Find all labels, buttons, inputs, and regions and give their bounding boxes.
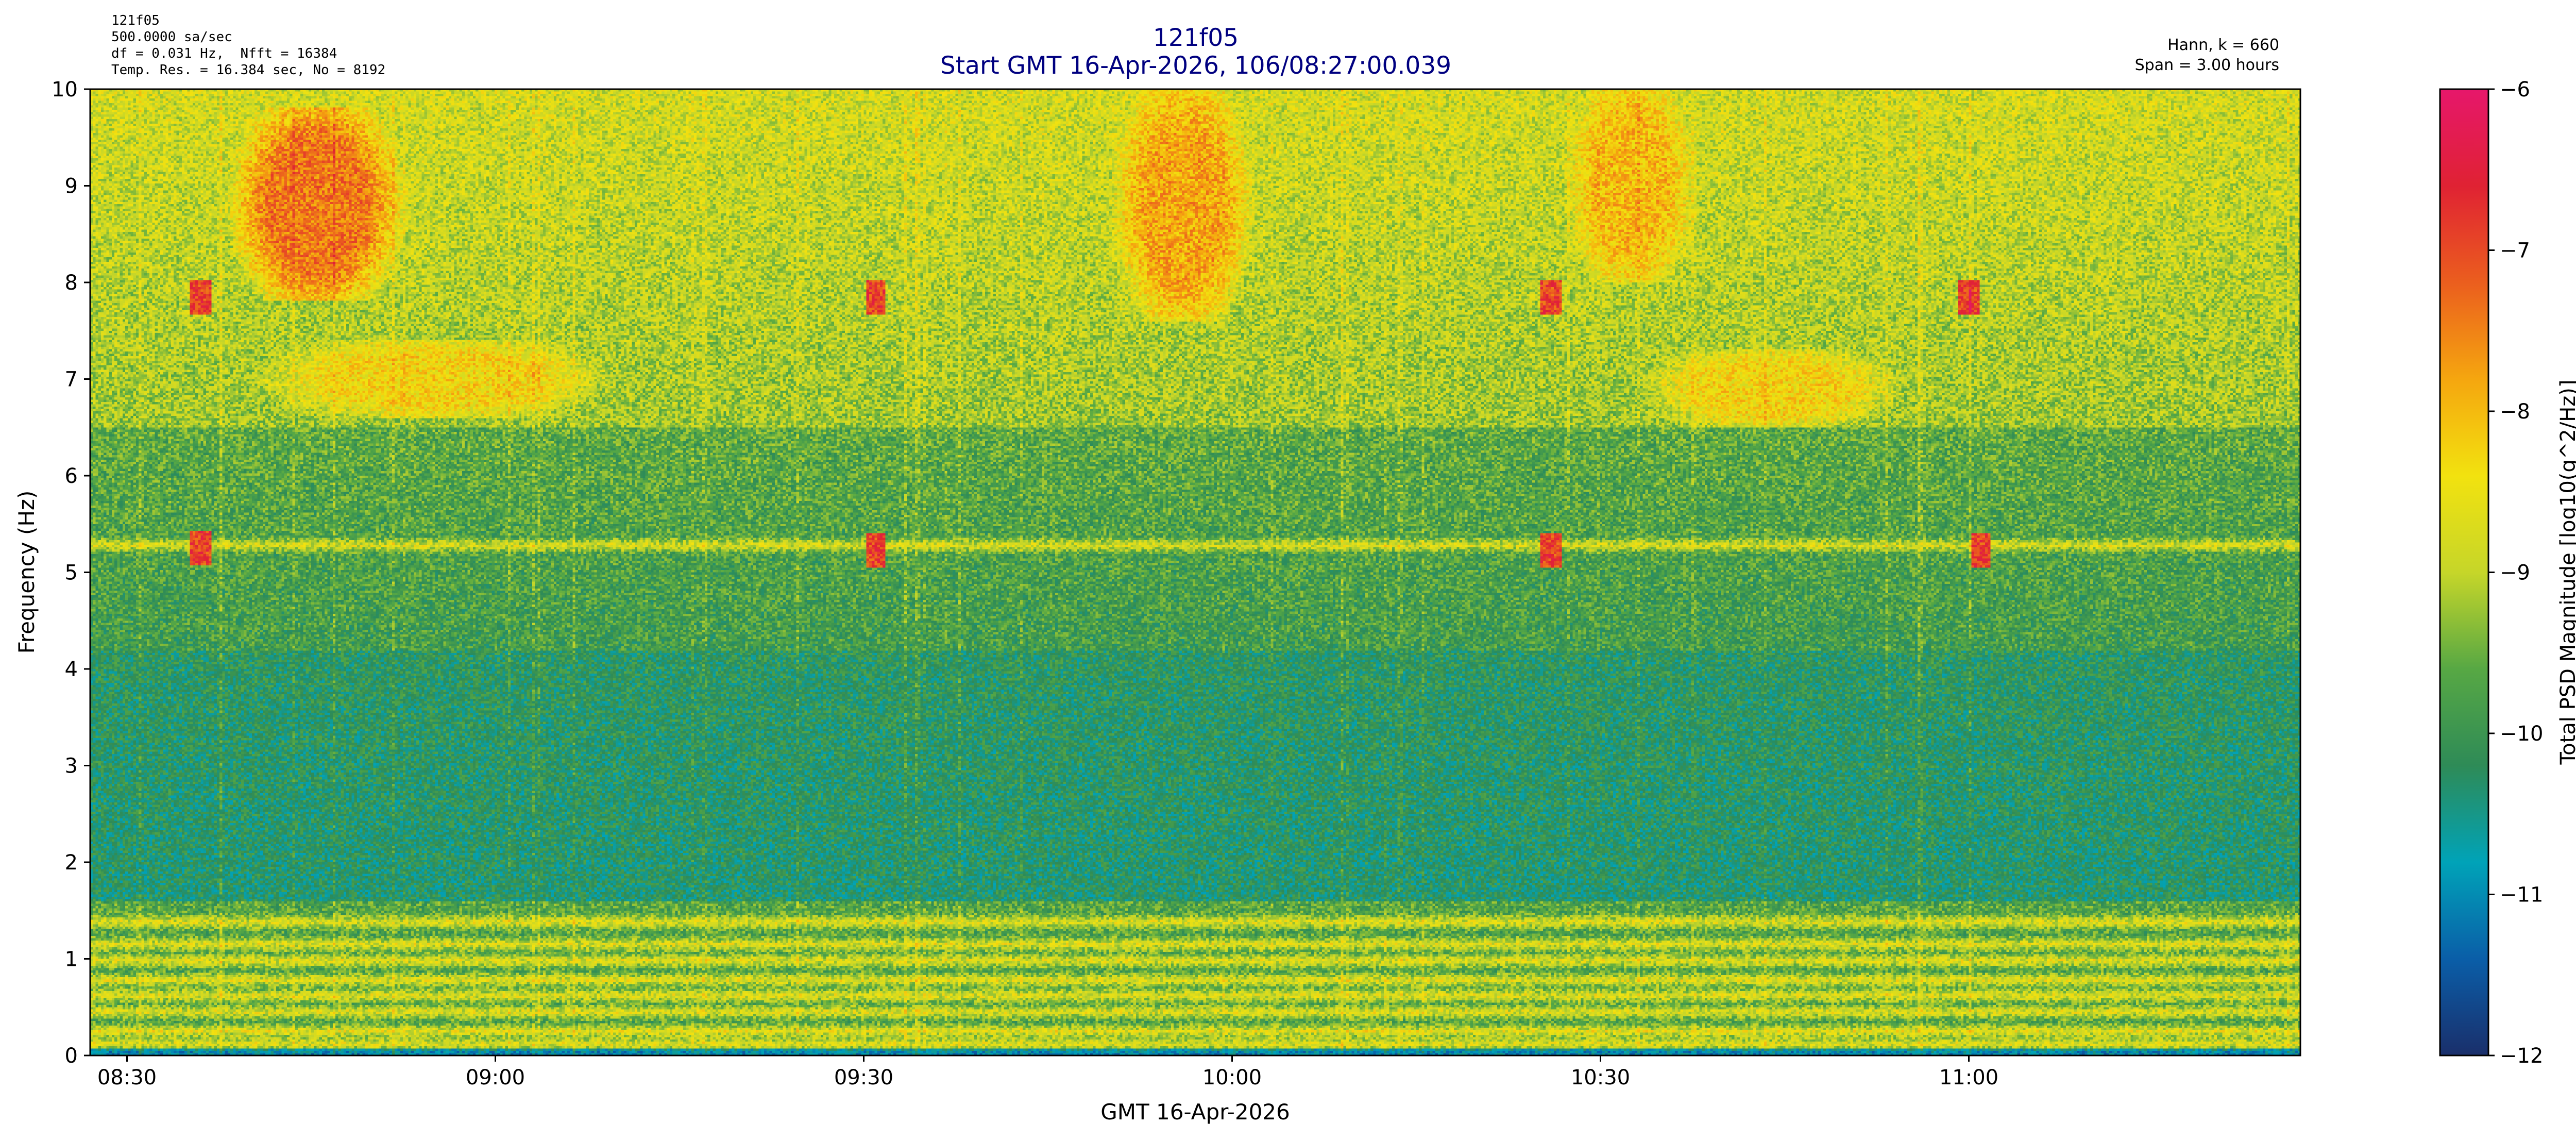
info-line-df: df = 0.031 Hz, Nfft = 16384 <box>111 46 337 61</box>
colorbar-ticks: −12 −11 −10 −9 −8 −7 −6 <box>2488 78 2543 1068</box>
y-tick-label: 9 <box>65 175 78 198</box>
y-tick-label: 3 <box>65 755 78 778</box>
colorbar-gradient <box>2440 89 2488 1055</box>
y-tick-label: 4 <box>65 658 78 681</box>
x-tick-label: 08:30 <box>97 1066 157 1089</box>
x-axis-label: GMT 16-Apr-2026 <box>1100 1099 1290 1125</box>
x-tick-label: 09:00 <box>466 1066 525 1089</box>
info-line-station: 121f05 <box>111 13 160 28</box>
colorbar-tick-label: −10 <box>2500 722 2543 746</box>
y-tick-label: 8 <box>65 271 78 295</box>
x-tick-label: 10:00 <box>1202 1066 1262 1089</box>
y-tick-label: 1 <box>65 948 78 971</box>
x-axis: 08:30 09:00 09:30 10:00 10:30 11:00 <box>97 1055 1998 1089</box>
y-axis: 0 1 2 3 4 5 6 7 8 9 10 <box>52 78 90 1068</box>
y-tick-label: 0 <box>65 1044 78 1068</box>
colorbar-tick-label: −6 <box>2500 78 2530 102</box>
x-tick-label: 09:30 <box>834 1066 893 1089</box>
plot-area <box>89 88 2301 1057</box>
colorbar-label: Total PSD Magnitude [log10(g^2/Hz)] <box>2556 380 2576 765</box>
spectrogram-heatmap <box>90 89 2300 1055</box>
y-tick-label: 2 <box>65 851 78 875</box>
y-tick-label: 6 <box>65 464 78 488</box>
y-axis-label: Frequency (Hz) <box>14 491 39 654</box>
x-tick-label: 10:30 <box>1571 1066 1630 1089</box>
colorbar-tick-label: −9 <box>2500 561 2530 585</box>
y-tick-label: 5 <box>65 561 78 585</box>
span-info: Span = 3.00 hours <box>2135 56 2279 74</box>
y-tick-label: 10 <box>52 78 78 102</box>
info-line-resolution: Temp. Res. = 16.384 sec, No = 8192 <box>111 62 385 78</box>
chart-title: 121f05 <box>1153 24 1239 52</box>
window-info: Hann, k = 660 <box>2167 36 2279 54</box>
chart-subtitle: Start GMT 16-Apr-2026, 106/08:27:00.039 <box>940 52 1451 80</box>
info-line-rate: 500.0000 sa/sec <box>111 29 232 45</box>
colorbar: −12 −11 −10 −9 −8 −7 −6 Total PSD Magnitude [l… <box>2439 78 2576 1068</box>
x-tick-label: 11:00 <box>1939 1066 1998 1089</box>
colorbar-tick-label: −11 <box>2500 883 2543 907</box>
info-block: 121f05 500.0000 sa/sec df = 0.031 Hz, Nf… <box>111 13 385 78</box>
colorbar-tick-label: −8 <box>2500 400 2530 424</box>
colorbar-tick-label: −12 <box>2500 1044 2543 1068</box>
y-tick-label: 7 <box>65 368 78 392</box>
colorbar-tick-label: −7 <box>2500 239 2530 263</box>
